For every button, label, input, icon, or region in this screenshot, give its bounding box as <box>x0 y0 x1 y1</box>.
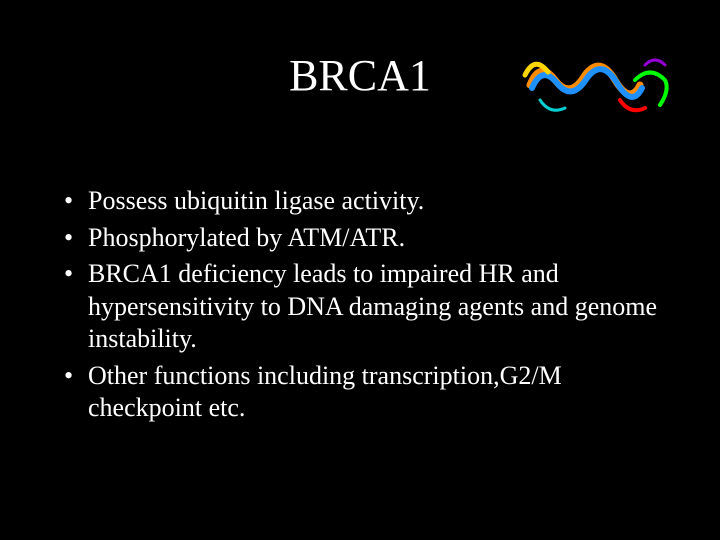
bullet-item: Phosphorylated by ATM/ATR. <box>60 222 660 255</box>
page-title: BRCA1 <box>289 50 431 101</box>
title-row: BRCA1 <box>60 30 660 140</box>
protein-structure-image <box>510 30 680 140</box>
bullet-item: Other functions including transcription,… <box>60 360 660 425</box>
slide: BRCA1 Possess ubiquitin ligase activity.… <box>0 0 720 540</box>
bullet-item: BRCA1 deficiency leads to impaired HR an… <box>60 258 660 356</box>
bullet-item: Possess ubiquitin ligase activity. <box>60 185 660 218</box>
bullet-list: Possess ubiquitin ligase activity. Phosp… <box>60 185 660 425</box>
